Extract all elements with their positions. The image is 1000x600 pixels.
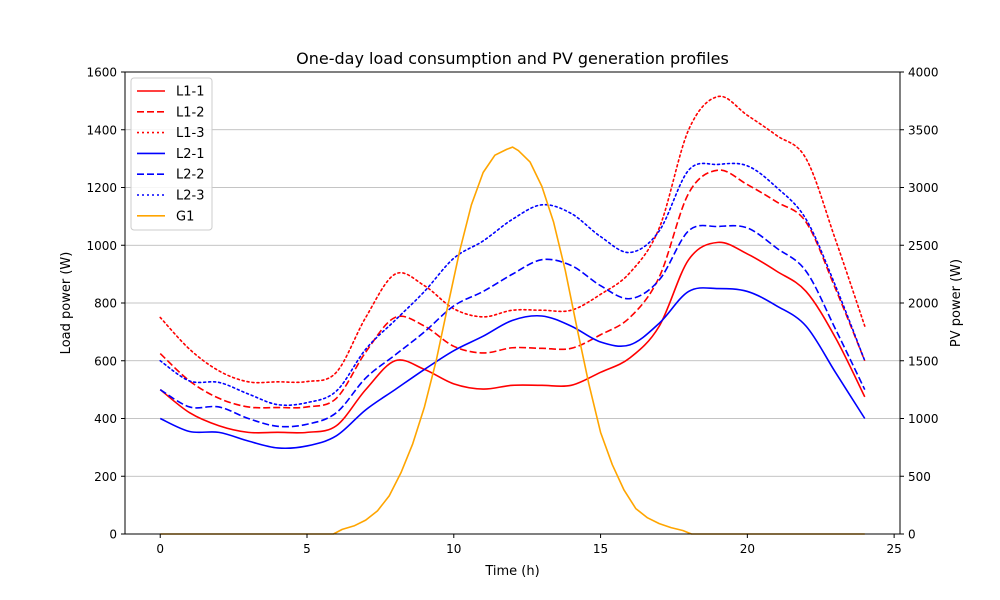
right-y-tick-label: 3500 (908, 123, 939, 137)
series-line-l2-1 (159, 287, 866, 450)
series-line-l2-2 (159, 224, 866, 428)
left-y-tick-label: 200 (94, 470, 117, 484)
legend: L1-1 L1-2 L1-3 L2-1 L2-2 L2-3 G1 (130, 77, 213, 231)
series-line-l1-2 (159, 169, 866, 409)
right-y-tick-label: 1500 (908, 354, 939, 368)
x-tick-label: 25 (886, 542, 901, 556)
left-y-tick-label: 1200 (86, 181, 117, 195)
legend-label-l1-2: L1-2 (176, 105, 204, 120)
right-y-tick-label: 1000 (908, 412, 939, 426)
legend-label-l2-2: L2-2 (176, 168, 204, 183)
left-y-tick-label: 1600 (86, 66, 117, 80)
left-y-tick-label: 600 (94, 354, 117, 368)
series-line-g1 (160, 146, 865, 535)
right-y-tick-label: 0 (908, 528, 916, 542)
right-y-tick-label: 3000 (908, 181, 939, 195)
x-tick-label: 20 (740, 542, 755, 556)
series-line-l2-3 (159, 162, 866, 407)
right-y-tick-label: 2500 (908, 239, 939, 253)
right-y-axis-label: PV power (W) (949, 259, 964, 347)
left-y-tick-label: 800 (94, 297, 117, 311)
left-y-tick-label: 1400 (86, 123, 117, 137)
grid-lines (125, 71, 900, 535)
legend-label-g1: G1 (176, 209, 194, 224)
x-tick-label: 5 (303, 542, 311, 556)
series-line-l1-1 (159, 241, 866, 434)
legend-label-l2-3: L2-3 (176, 189, 204, 204)
x-tick-label: 15 (593, 542, 608, 556)
x-axis-ticks: 0 5 10 15 20 25 (156, 534, 902, 556)
left-y-axis-label: Load power (W) (59, 252, 74, 355)
x-tick-label: 10 (446, 542, 461, 556)
right-y-tick-label: 4000 (908, 66, 939, 80)
left-y-tick-label: 1000 (86, 239, 117, 253)
legend-label-l1-3: L1-3 (176, 126, 204, 141)
series-line-l1-3 (159, 95, 866, 384)
x-tick-label: 0 (156, 542, 164, 556)
legend-box (130, 77, 213, 231)
left-y-tick-label: 400 (94, 412, 117, 426)
right-y-tick-label: 500 (908, 470, 931, 484)
left-y-tick-label: 0 (109, 528, 117, 542)
right-y-axis-ticks: 0 500 1000 1500 2000 2500 3000 3500 4000 (900, 66, 939, 542)
legend-label-l1-1: L1-1 (176, 85, 204, 100)
series-lines (159, 95, 866, 535)
x-axis-label: Time (h) (484, 564, 539, 579)
chart-title: One-day load consumption and PV generati… (296, 49, 729, 68)
right-y-tick-label: 2000 (908, 297, 939, 311)
left-y-axis-ticks: 0 200 400 600 800 1000 1200 1400 1600 (86, 66, 125, 542)
legend-label-l2-1: L2-1 (176, 147, 204, 162)
